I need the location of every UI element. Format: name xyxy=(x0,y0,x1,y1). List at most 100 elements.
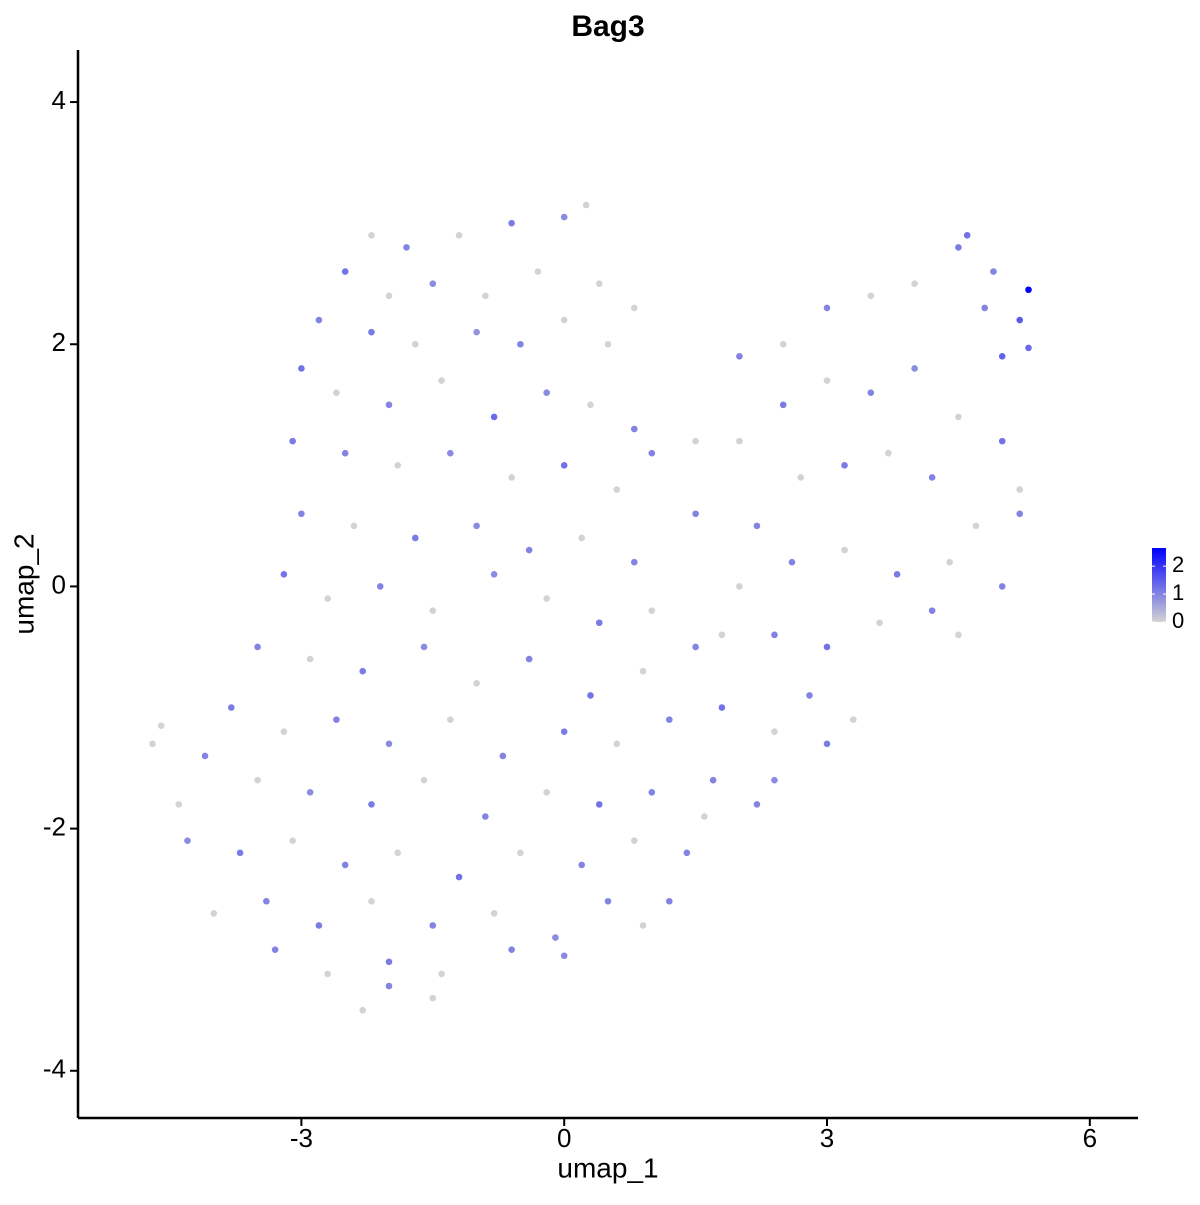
point xyxy=(552,934,559,941)
point xyxy=(1016,510,1024,518)
point xyxy=(490,571,498,578)
point xyxy=(771,776,778,784)
colorbar-label: 2 xyxy=(1172,552,1184,577)
point xyxy=(482,292,489,300)
point xyxy=(289,837,296,845)
point xyxy=(385,292,393,300)
point xyxy=(333,716,340,723)
point xyxy=(429,994,437,1002)
point xyxy=(736,437,743,445)
point xyxy=(508,474,515,481)
point xyxy=(341,268,349,275)
point xyxy=(341,449,349,457)
point xyxy=(806,692,813,699)
point xyxy=(201,752,209,760)
point xyxy=(473,522,480,530)
point xyxy=(411,534,419,542)
point xyxy=(613,740,621,748)
point xyxy=(630,425,638,433)
y-tick-label: 0 xyxy=(52,569,66,599)
point xyxy=(490,910,498,917)
point xyxy=(630,304,638,312)
point xyxy=(753,801,761,808)
point xyxy=(254,643,261,651)
point xyxy=(998,353,1006,360)
point xyxy=(955,631,962,639)
point xyxy=(911,365,918,372)
point xyxy=(587,692,594,699)
point xyxy=(420,643,428,651)
point xyxy=(411,340,419,348)
point xyxy=(403,244,410,251)
point xyxy=(928,607,936,614)
point xyxy=(639,922,647,929)
point xyxy=(508,219,515,227)
point xyxy=(604,340,612,348)
point xyxy=(236,849,244,857)
point xyxy=(771,728,778,736)
point xyxy=(753,522,761,530)
point xyxy=(499,752,507,760)
point xyxy=(1025,344,1032,352)
point xyxy=(560,462,568,469)
point xyxy=(1025,286,1032,294)
y-tick-label: 2 xyxy=(52,327,66,357)
point xyxy=(701,813,708,820)
point xyxy=(639,667,647,675)
point xyxy=(289,437,296,445)
point xyxy=(517,849,524,857)
point xyxy=(228,704,235,711)
point xyxy=(582,201,590,209)
x-tick-label: 3 xyxy=(820,1123,834,1153)
point xyxy=(324,595,331,602)
point xyxy=(841,462,848,469)
point xyxy=(613,486,621,493)
point xyxy=(849,716,857,723)
point xyxy=(823,740,831,748)
point xyxy=(473,679,480,687)
point xyxy=(447,716,454,723)
point xyxy=(385,958,393,966)
point xyxy=(578,861,586,869)
y-tick-label: -4 xyxy=(43,1054,66,1084)
point xyxy=(736,353,743,360)
point xyxy=(543,389,550,396)
point xyxy=(972,522,980,530)
x-axis-title: umap_1 xyxy=(557,1152,658,1183)
point xyxy=(429,280,437,288)
point xyxy=(280,728,288,736)
point xyxy=(429,607,437,614)
point xyxy=(368,328,375,336)
point xyxy=(666,897,673,905)
point xyxy=(490,413,498,421)
point xyxy=(771,631,778,639)
point xyxy=(438,970,445,978)
point xyxy=(560,952,568,960)
point xyxy=(955,244,962,251)
point xyxy=(394,849,402,857)
point xyxy=(376,583,384,590)
point xyxy=(157,722,165,729)
point xyxy=(876,619,883,627)
point xyxy=(184,837,191,845)
point xyxy=(692,437,699,445)
point xyxy=(455,231,463,239)
point xyxy=(963,231,971,239)
point xyxy=(350,522,358,530)
point xyxy=(298,365,305,372)
point xyxy=(298,510,305,518)
colorbar-label: 0 xyxy=(1172,608,1184,633)
point xyxy=(841,546,848,554)
point xyxy=(517,340,524,348)
point xyxy=(560,213,568,221)
point xyxy=(473,328,480,336)
y-axis-title: umap_2 xyxy=(8,533,39,634)
point xyxy=(595,280,603,288)
point xyxy=(482,813,489,820)
point xyxy=(867,292,875,300)
point xyxy=(429,922,437,929)
point xyxy=(1016,316,1024,324)
point xyxy=(280,571,288,578)
point xyxy=(315,922,323,929)
